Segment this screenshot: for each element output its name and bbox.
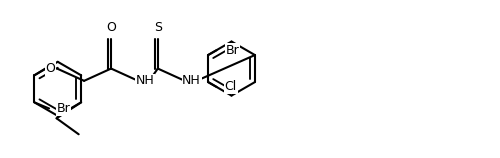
Text: Br: Br xyxy=(57,102,71,115)
Text: NH: NH xyxy=(136,74,154,87)
Text: O: O xyxy=(106,21,116,34)
Text: Cl: Cl xyxy=(224,80,237,94)
Text: Br: Br xyxy=(226,44,239,57)
Text: S: S xyxy=(154,21,162,34)
Text: O: O xyxy=(46,62,55,75)
Text: NH: NH xyxy=(182,74,201,87)
